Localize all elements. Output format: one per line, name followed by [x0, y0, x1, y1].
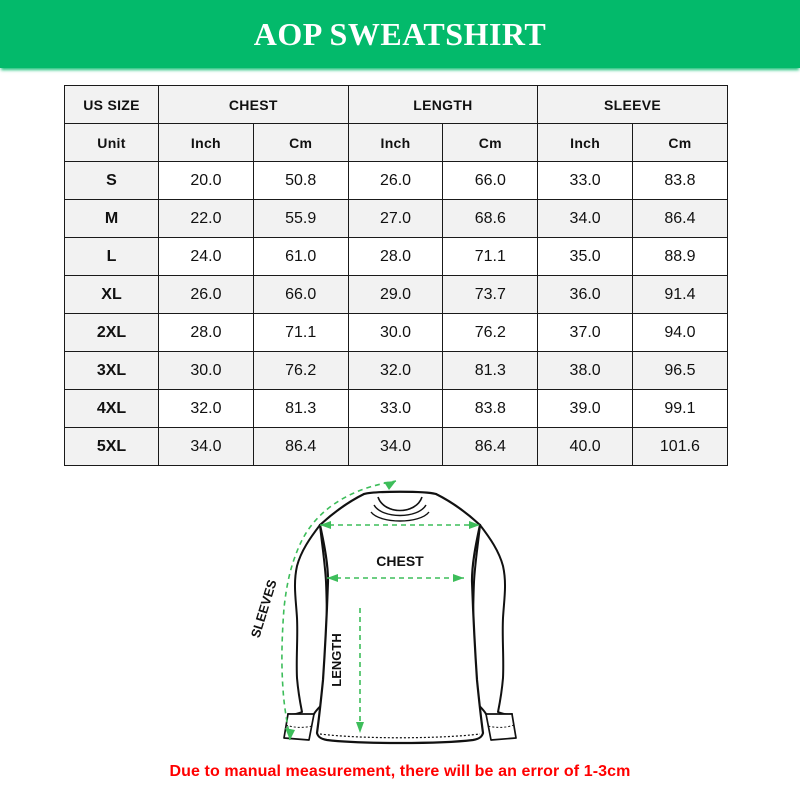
svg-text:CHEST: CHEST [376, 553, 424, 569]
svg-text:SLEEVES: SLEEVES [248, 578, 280, 640]
svg-text:LENGTH: LENGTH [329, 633, 344, 686]
